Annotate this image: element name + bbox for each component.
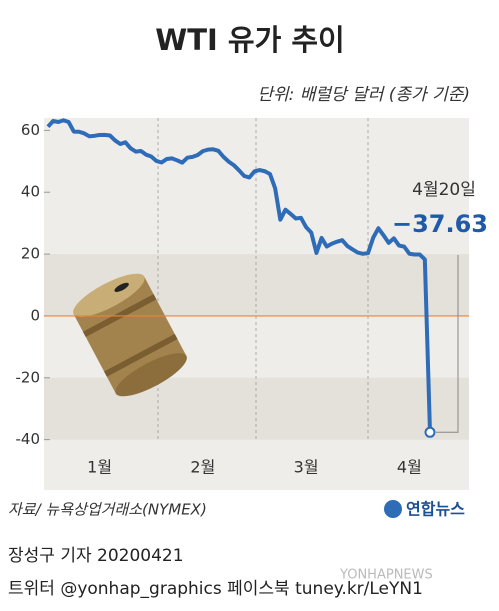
y-tick-label: -40 — [16, 430, 41, 448]
x-tick-label: 2월 — [190, 458, 215, 477]
leader-line — [436, 255, 459, 433]
source: 자료/ 뉴욕상업거래소(NYMEX) — [8, 501, 207, 519]
credit: 장성구 기자 20200421 — [8, 546, 184, 566]
y-tick-label: -20 — [16, 368, 41, 386]
chart-title: WTI 유가 추이 — [155, 23, 344, 57]
y-tick-label: 20 — [21, 245, 40, 263]
y-tick-label: 60 — [21, 121, 40, 139]
price-line — [46, 118, 432, 433]
y-tick-label: 0 — [30, 306, 40, 324]
logo-icon — [384, 500, 402, 518]
subtitle: 단위: 배럴당 달러 (종가 기준) — [257, 85, 470, 105]
watermark: YONHAPNEWS — [339, 568, 433, 583]
value-label: −37.63 — [392, 210, 488, 238]
x-tick-label: 4월 — [397, 458, 422, 477]
logo: 연합뉴스 — [406, 500, 465, 519]
end-point — [424, 426, 436, 438]
x-tick-label: 3월 — [294, 458, 319, 477]
annotation: 4월20일 — [412, 180, 476, 200]
social: 트위터 @yonhap_graphics 페이스북 tuney.kr/LeYN1 — [8, 579, 423, 599]
y-tick-label: 40 — [21, 183, 40, 201]
barrel — [73, 273, 187, 397]
x-tick-label: 1월 — [87, 458, 112, 477]
